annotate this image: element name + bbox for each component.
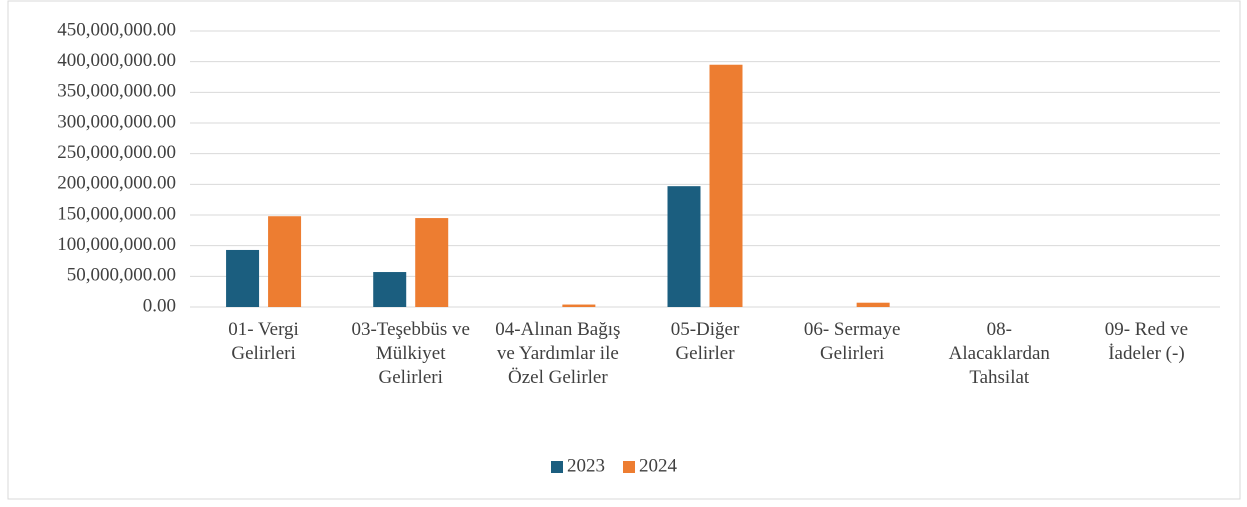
x-tick-label: 08- Alacaklardan Tahsilat	[948, 319, 1050, 388]
bar	[415, 218, 449, 307]
bar	[562, 304, 596, 307]
bar	[268, 216, 302, 307]
bar	[667, 186, 701, 307]
x-tick-label: 09- Red ve İadeler (-)	[1104, 319, 1189, 364]
y-tick-label: 50,000,000.00	[67, 265, 176, 286]
legend-label: 2024	[639, 455, 678, 476]
chart-border	[7, 0, 1241, 500]
y-tick-label: 300,000,000.00	[57, 111, 176, 132]
x-tick-label: 06- Sermaye Gelirleri	[803, 319, 901, 364]
legend-swatch	[623, 461, 635, 473]
y-tick-label: 400,000,000.00	[57, 50, 176, 71]
y-tick-label: 250,000,000.00	[57, 142, 176, 163]
x-tick-label: 04-Alınan Bağış ve Yardımlar ile Özel Ge…	[495, 319, 621, 388]
bar	[226, 249, 260, 307]
x-tick-label: 03-Teşebbüs ve Mülkiyet Gelirleri	[351, 319, 470, 388]
x-tick-label: 05-Diğer Gelirler	[670, 319, 740, 364]
bar	[373, 272, 407, 307]
bar	[856, 302, 890, 307]
bar	[709, 64, 743, 307]
x-tick-label: 01- Vergi Gelirleri	[228, 319, 299, 364]
legend-label: 2023	[567, 455, 605, 476]
y-tick-label: 100,000,000.00	[57, 234, 176, 255]
y-tick-label: 0.00	[143, 295, 176, 316]
y-tick-label: 200,000,000.00	[57, 173, 176, 194]
y-tick-label: 450,000,000.00	[57, 19, 176, 40]
legend-swatch	[551, 461, 563, 473]
y-tick-label: 350,000,000.00	[57, 81, 176, 102]
y-tick-label: 150,000,000.00	[57, 203, 176, 224]
